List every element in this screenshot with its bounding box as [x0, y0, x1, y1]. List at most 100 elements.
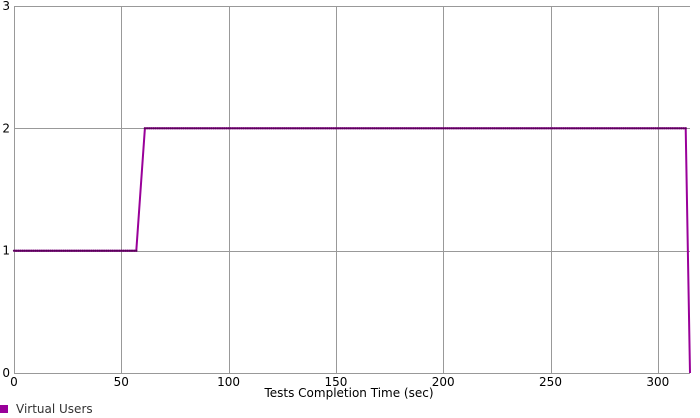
series-point: [12, 249, 16, 252]
plot-area: [14, 6, 690, 373]
series-point: [352, 127, 355, 130]
series-point: [264, 127, 267, 130]
series-point: [631, 127, 634, 130]
series-point: [345, 127, 348, 130]
series-point: [186, 127, 189, 130]
series-point: [208, 127, 211, 130]
series-point: [620, 127, 623, 130]
series-point: [330, 127, 333, 130]
series-point: [427, 127, 430, 130]
series-point: [156, 127, 159, 130]
series-point: [315, 127, 318, 130]
series-point: [482, 127, 486, 130]
series-point: [146, 127, 149, 130]
series-point: [45, 249, 48, 252]
series-point: [83, 249, 86, 252]
series-point: [658, 127, 662, 130]
series-point: [107, 249, 110, 252]
series-point: [298, 127, 301, 130]
series-point: [360, 127, 363, 130]
series-point: [321, 127, 325, 130]
series-point: [349, 127, 352, 130]
x-tick-label: 300: [646, 375, 669, 389]
series-point: [628, 127, 632, 130]
series-point: [62, 249, 65, 252]
series-point: [367, 127, 370, 130]
series-point: [240, 127, 243, 130]
series-point: [671, 127, 674, 130]
series-point: [195, 127, 198, 130]
series-point: [379, 127, 383, 130]
series-point: [530, 127, 533, 130]
series-point: [49, 249, 52, 252]
series-point: [594, 127, 597, 130]
series-point: [399, 127, 402, 130]
series-point: [581, 127, 584, 130]
series-point: [261, 127, 264, 130]
series-point: [229, 127, 232, 130]
series-point: [555, 127, 559, 130]
series-point: [279, 127, 282, 130]
series-point: [118, 249, 121, 252]
legend: Virtual Users: [0, 401, 93, 417]
series-point: [143, 127, 146, 130]
x-tick-labels: 0 50 100 150 200 250 300: [10, 375, 669, 389]
series-point: [122, 249, 125, 252]
series-point: [236, 127, 239, 130]
x-tick-label: 250: [539, 375, 562, 389]
series-point: [390, 127, 393, 130]
series-point: [495, 127, 498, 130]
series-point: [519, 127, 522, 130]
series-point: [476, 127, 479, 130]
series-point: [545, 127, 548, 130]
series-point: [251, 127, 254, 130]
series-point: [283, 127, 286, 130]
series-point: [309, 127, 312, 130]
series-point: [42, 249, 46, 252]
series-point: [682, 127, 685, 130]
series-point: [64, 249, 67, 252]
series-point: [259, 127, 262, 130]
series-point: [444, 127, 447, 130]
series-point: [178, 127, 181, 130]
series-point: [510, 127, 513, 130]
series-point: [304, 127, 307, 130]
series-point: [600, 127, 604, 130]
series-point: [585, 127, 589, 130]
y-tick-labels: 0 1 2 3: [2, 0, 10, 380]
series-point: [210, 127, 213, 130]
x-gridlines: [14, 6, 659, 373]
series-point: [34, 249, 37, 252]
series-point: [154, 127, 157, 130]
series-point: [457, 127, 460, 130]
series-point: [609, 127, 612, 130]
series-point: [231, 127, 234, 130]
series-point: [115, 249, 119, 252]
series-point: [311, 127, 314, 130]
series-point: [676, 127, 679, 130]
series-point: [169, 127, 172, 130]
series-point: [343, 127, 346, 130]
series-point: [332, 127, 335, 130]
series-point: [635, 127, 638, 130]
series-point: [206, 127, 209, 130]
series-point: [512, 127, 516, 130]
series-point: [281, 127, 284, 130]
series-point: [257, 127, 260, 130]
series-point: [23, 249, 26, 252]
series-point: [184, 127, 187, 130]
series-point: [549, 127, 552, 130]
series-point: [562, 127, 565, 130]
series-point: [152, 127, 155, 130]
series-point: [180, 127, 183, 130]
series-point: [424, 127, 428, 130]
legend-label: Virtual Users: [16, 402, 93, 416]
series-point: [527, 127, 531, 130]
series-point: [294, 127, 297, 130]
x-tick-label: 0: [10, 375, 18, 389]
series-point: [19, 249, 22, 252]
series-point: [497, 127, 501, 130]
series-point: [274, 127, 277, 130]
series-point: [113, 249, 116, 252]
series-point: [521, 127, 524, 130]
